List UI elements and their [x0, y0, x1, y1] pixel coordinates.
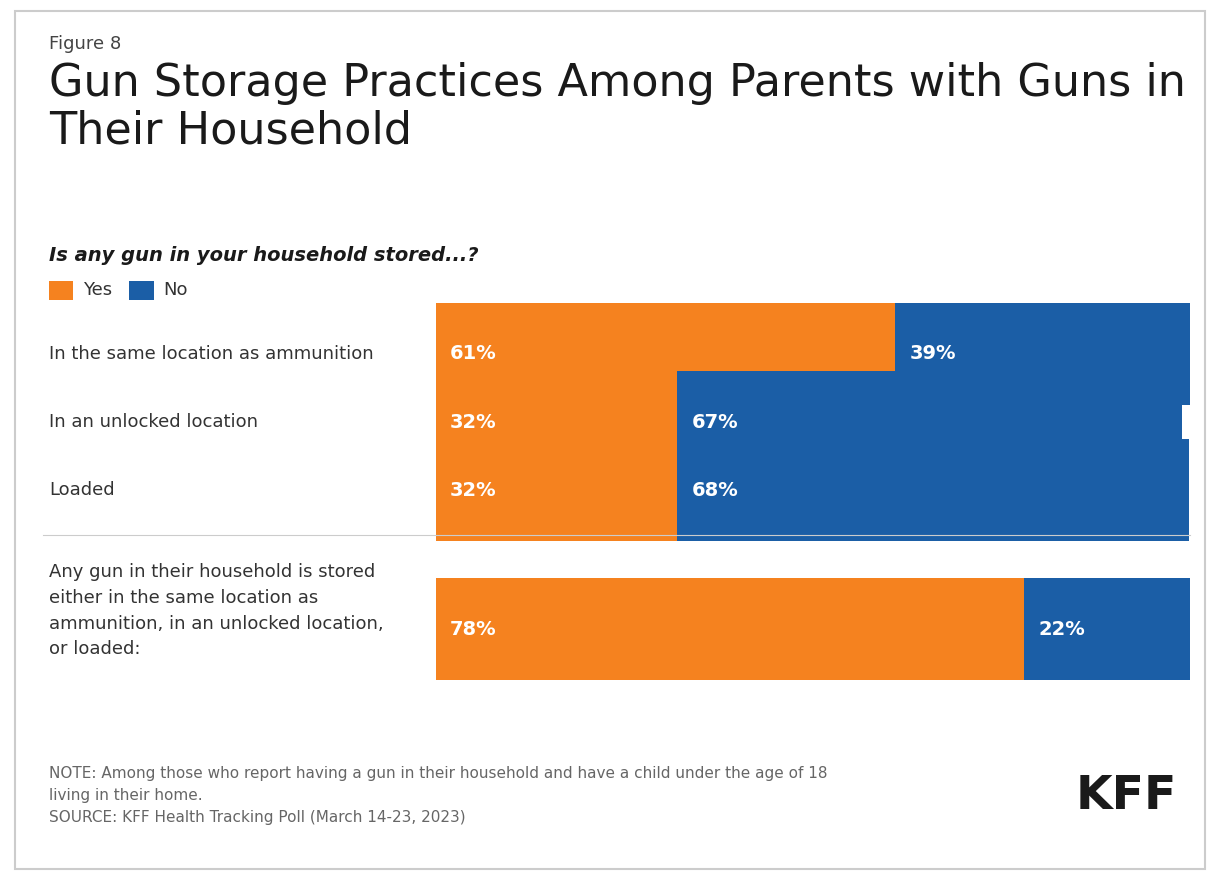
Text: 67%: 67%	[692, 413, 738, 432]
Text: In an unlocked location: In an unlocked location	[49, 414, 257, 431]
Text: In the same location as ammunition: In the same location as ammunition	[49, 345, 373, 363]
Text: Loaded: Loaded	[49, 481, 115, 499]
Text: 22%: 22%	[1038, 620, 1085, 639]
FancyBboxPatch shape	[436, 439, 677, 541]
Text: Yes: Yes	[83, 282, 112, 299]
Text: 78%: 78%	[450, 620, 497, 639]
FancyBboxPatch shape	[677, 439, 1190, 541]
FancyBboxPatch shape	[436, 371, 677, 473]
FancyBboxPatch shape	[1024, 578, 1190, 680]
Text: No: No	[163, 282, 188, 299]
Text: NOTE: Among those who report having a gun in their household and have a child un: NOTE: Among those who report having a gu…	[49, 766, 827, 781]
Text: SOURCE: KFF Health Tracking Poll (March 14-23, 2023): SOURCE: KFF Health Tracking Poll (March …	[49, 810, 465, 825]
Text: 39%: 39%	[910, 344, 956, 363]
FancyBboxPatch shape	[49, 281, 73, 300]
FancyBboxPatch shape	[895, 303, 1190, 405]
Text: Gun Storage Practices Among Parents with Guns in
Their Household: Gun Storage Practices Among Parents with…	[49, 62, 1186, 153]
FancyBboxPatch shape	[129, 281, 154, 300]
Text: 32%: 32%	[450, 480, 497, 500]
Text: living in their home.: living in their home.	[49, 788, 203, 803]
Text: Is any gun in your household stored...?: Is any gun in your household stored...?	[49, 246, 478, 266]
FancyBboxPatch shape	[436, 578, 1024, 680]
Text: 68%: 68%	[692, 480, 738, 500]
Text: KFF: KFF	[1076, 774, 1177, 819]
Text: 32%: 32%	[450, 413, 497, 432]
Text: 61%: 61%	[450, 344, 497, 363]
FancyBboxPatch shape	[677, 371, 1182, 473]
FancyBboxPatch shape	[436, 303, 895, 405]
Text: Any gun in their household is stored
either in the same location as
ammunition, : Any gun in their household is stored eit…	[49, 563, 383, 658]
Text: Figure 8: Figure 8	[49, 35, 121, 53]
